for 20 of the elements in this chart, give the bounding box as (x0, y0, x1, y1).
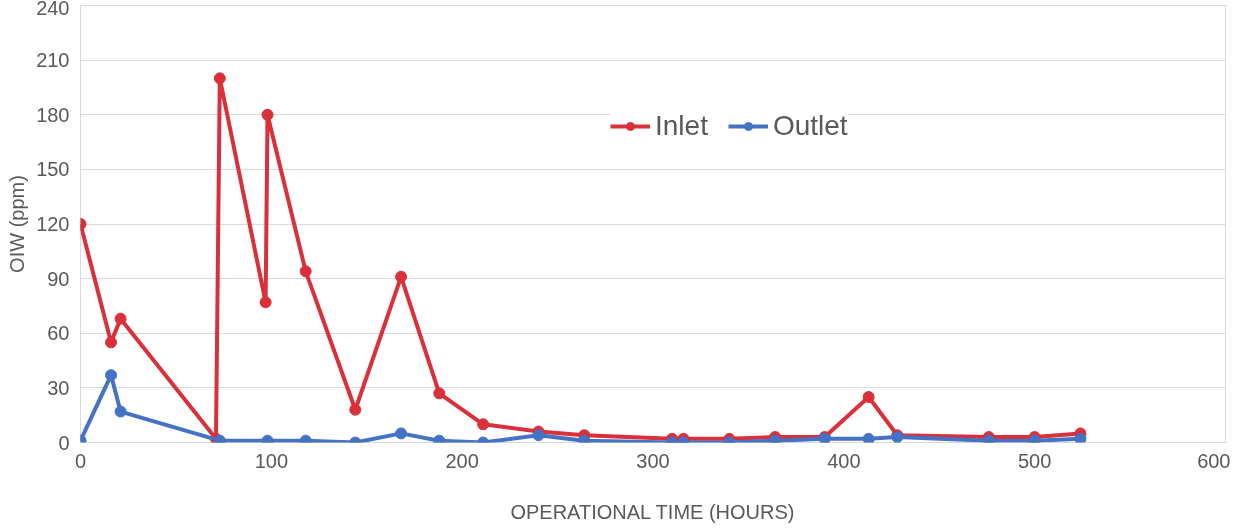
x-tick-label: 400 (827, 449, 861, 472)
y-tick-label: 90 (47, 267, 70, 290)
x-axis-title: OPERATIONAL TIME (HOURS) (510, 500, 795, 523)
x-tick-label: 0 (74, 449, 87, 472)
y-tick-label: 0 (58, 431, 70, 454)
x-tick-label: 500 (1017, 449, 1052, 472)
x-tick-label: 100 (254, 449, 289, 472)
y-tick-label: 30 (47, 376, 70, 399)
x-tick-label: 300 (636, 449, 670, 472)
legend-label: Outlet (772, 110, 848, 142)
y-tick-label: 150 (36, 158, 70, 181)
y-tick-label: 180 (36, 103, 70, 126)
y-tick-label: 210 (36, 49, 70, 72)
legend-label: Inlet (655, 110, 708, 142)
x-tick-label: 200 (445, 449, 479, 472)
y-tick-label: 60 (47, 322, 70, 345)
x-tick-label: 600 (1197, 449, 1231, 472)
y-axis-title: OIW (ppm) (6, 175, 29, 273)
y-tick-label: 120 (36, 213, 70, 235)
y-tick-label: 240 (36, 0, 70, 19)
